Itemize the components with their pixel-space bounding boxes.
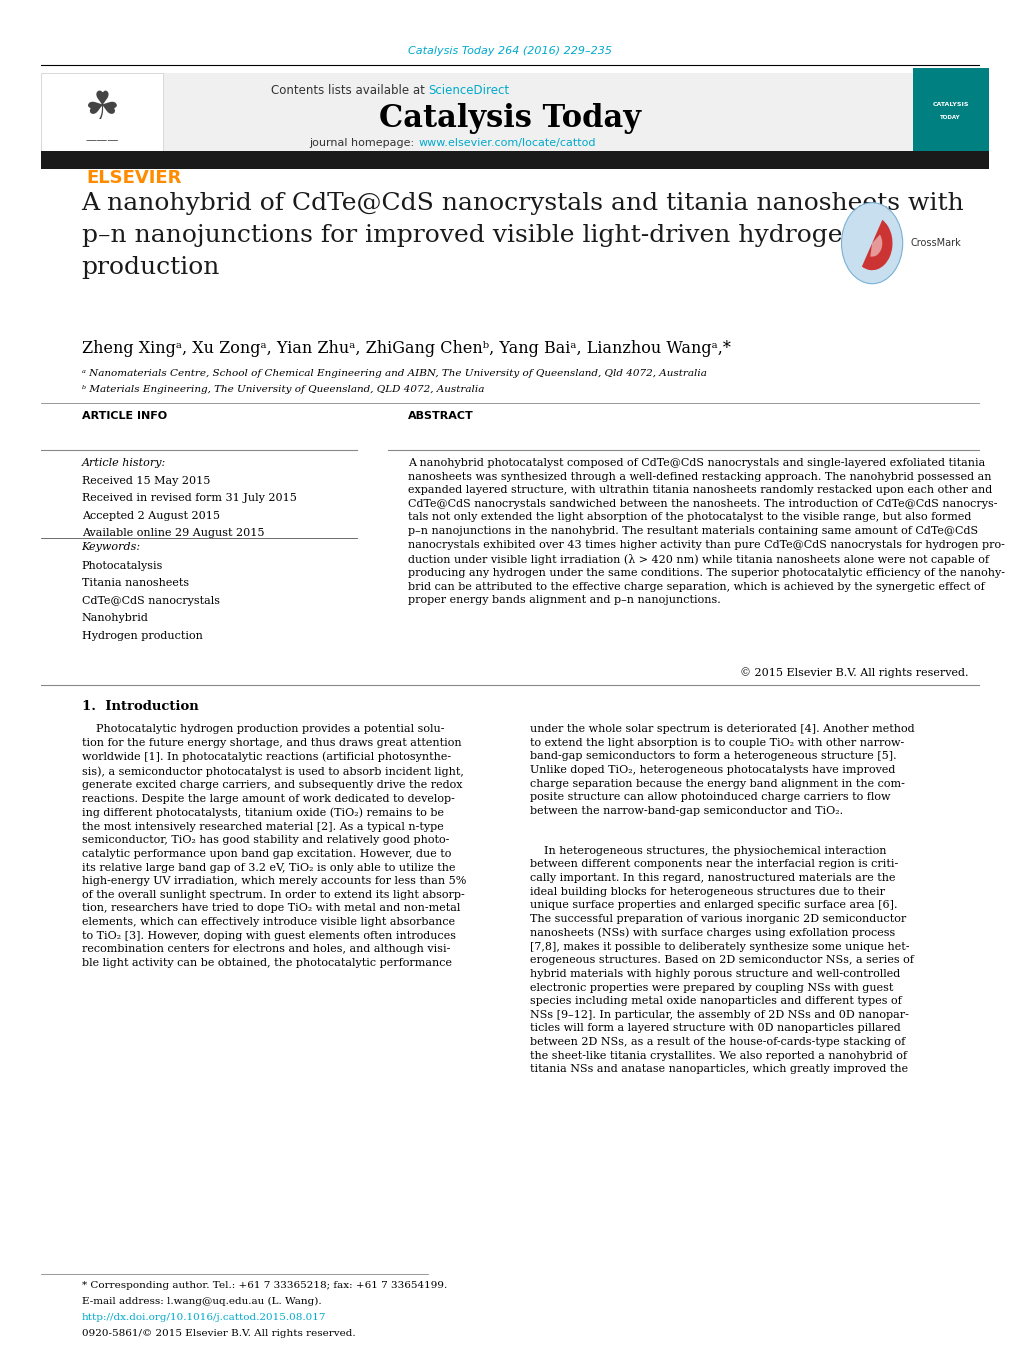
Bar xyxy=(41,73,912,151)
Text: ABSTRACT: ABSTRACT xyxy=(408,411,473,420)
Text: ELSEVIER: ELSEVIER xyxy=(87,169,182,188)
Text: In heterogeneous structures, the physiochemical interaction
between different co: In heterogeneous structures, the physioc… xyxy=(530,846,913,1074)
Text: Contents lists available at: Contents lists available at xyxy=(270,84,428,97)
Text: CATALYSIS: CATALYSIS xyxy=(931,101,968,107)
Text: Article history:: Article history: xyxy=(82,458,166,467)
Bar xyxy=(41,73,163,151)
Text: http://dx.doi.org/10.1016/j.cattod.2015.08.017: http://dx.doi.org/10.1016/j.cattod.2015.… xyxy=(82,1313,326,1323)
Text: ☘: ☘ xyxy=(85,89,119,127)
Text: CrossMark: CrossMark xyxy=(910,238,961,249)
Text: under the whole solar spectrum is deteriorated [4]. Another method
to extend the: under the whole solar spectrum is deteri… xyxy=(530,724,914,816)
Text: ScienceDirect: ScienceDirect xyxy=(428,84,510,97)
Text: Photocatalysis: Photocatalysis xyxy=(82,561,163,570)
Text: Catalysis Today: Catalysis Today xyxy=(379,104,640,134)
Text: Hydrogen production: Hydrogen production xyxy=(82,631,203,640)
Text: Titania nanosheets: Titania nanosheets xyxy=(82,578,189,588)
Text: Zheng Xingᵃ, Xu Zongᵃ, Yian Zhuᵃ, ZhiGang Chenᵇ, Yang Baiᵃ, Lianzhou Wangᵃ,*: Zheng Xingᵃ, Xu Zongᵃ, Yian Zhuᵃ, ZhiGan… xyxy=(82,340,730,358)
Text: ᵃ Nanomaterials Centre, School of Chemical Engineering and AIBN, The University : ᵃ Nanomaterials Centre, School of Chemic… xyxy=(82,369,706,378)
Text: Received 15 May 2015: Received 15 May 2015 xyxy=(82,476,210,485)
Text: Photocatalytic hydrogen production provides a potential solu-
tion for the futur: Photocatalytic hydrogen production provi… xyxy=(82,724,466,967)
Text: E-mail address: l.wang@uq.edu.au (L. Wang).: E-mail address: l.wang@uq.edu.au (L. Wan… xyxy=(82,1297,321,1306)
Text: Available online 29 August 2015: Available online 29 August 2015 xyxy=(82,528,264,538)
Text: www.elsevier.com/locate/cattod: www.elsevier.com/locate/cattod xyxy=(418,138,595,149)
Text: Accepted 2 August 2015: Accepted 2 August 2015 xyxy=(82,511,219,520)
Text: © 2015 Elsevier B.V. All rights reserved.: © 2015 Elsevier B.V. All rights reserved… xyxy=(740,667,968,678)
Bar xyxy=(41,151,988,169)
Text: ARTICLE INFO: ARTICLE INFO xyxy=(82,411,166,420)
Text: * Corresponding author. Tel.: +61 7 33365218; fax: +61 7 33654199.: * Corresponding author. Tel.: +61 7 3336… xyxy=(82,1281,446,1290)
Text: Keywords:: Keywords: xyxy=(82,542,141,551)
Text: Nanohybrid: Nanohybrid xyxy=(82,613,149,623)
Text: A nanohybrid photocatalyst composed of CdTe@CdS nanocrystals and single-layered : A nanohybrid photocatalyst composed of C… xyxy=(408,458,1004,605)
Text: 1.  Introduction: 1. Introduction xyxy=(82,700,198,713)
Bar xyxy=(912,68,988,159)
Text: Catalysis Today 264 (2016) 229–235: Catalysis Today 264 (2016) 229–235 xyxy=(408,46,611,57)
Text: TODAY: TODAY xyxy=(940,115,960,120)
Text: ᵇ Materials Engineering, The University of Queensland, QLD 4072, Australia: ᵇ Materials Engineering, The University … xyxy=(82,385,483,394)
Text: 0920-5861/© 2015 Elsevier B.V. All rights reserved.: 0920-5861/© 2015 Elsevier B.V. All right… xyxy=(82,1329,355,1339)
Text: journal homepage:: journal homepage: xyxy=(310,138,418,149)
Text: A nanohybrid of CdTe@CdS nanocrystals and titania nanosheets with
p–n nanojuncti: A nanohybrid of CdTe@CdS nanocrystals an… xyxy=(82,192,963,278)
Text: Received in revised form 31 July 2015: Received in revised form 31 July 2015 xyxy=(82,493,297,503)
Wedge shape xyxy=(861,220,892,270)
Wedge shape xyxy=(869,235,881,257)
Circle shape xyxy=(841,203,902,284)
Text: CdTe@CdS nanocrystals: CdTe@CdS nanocrystals xyxy=(82,596,219,605)
Text: ———: ——— xyxy=(86,135,118,146)
